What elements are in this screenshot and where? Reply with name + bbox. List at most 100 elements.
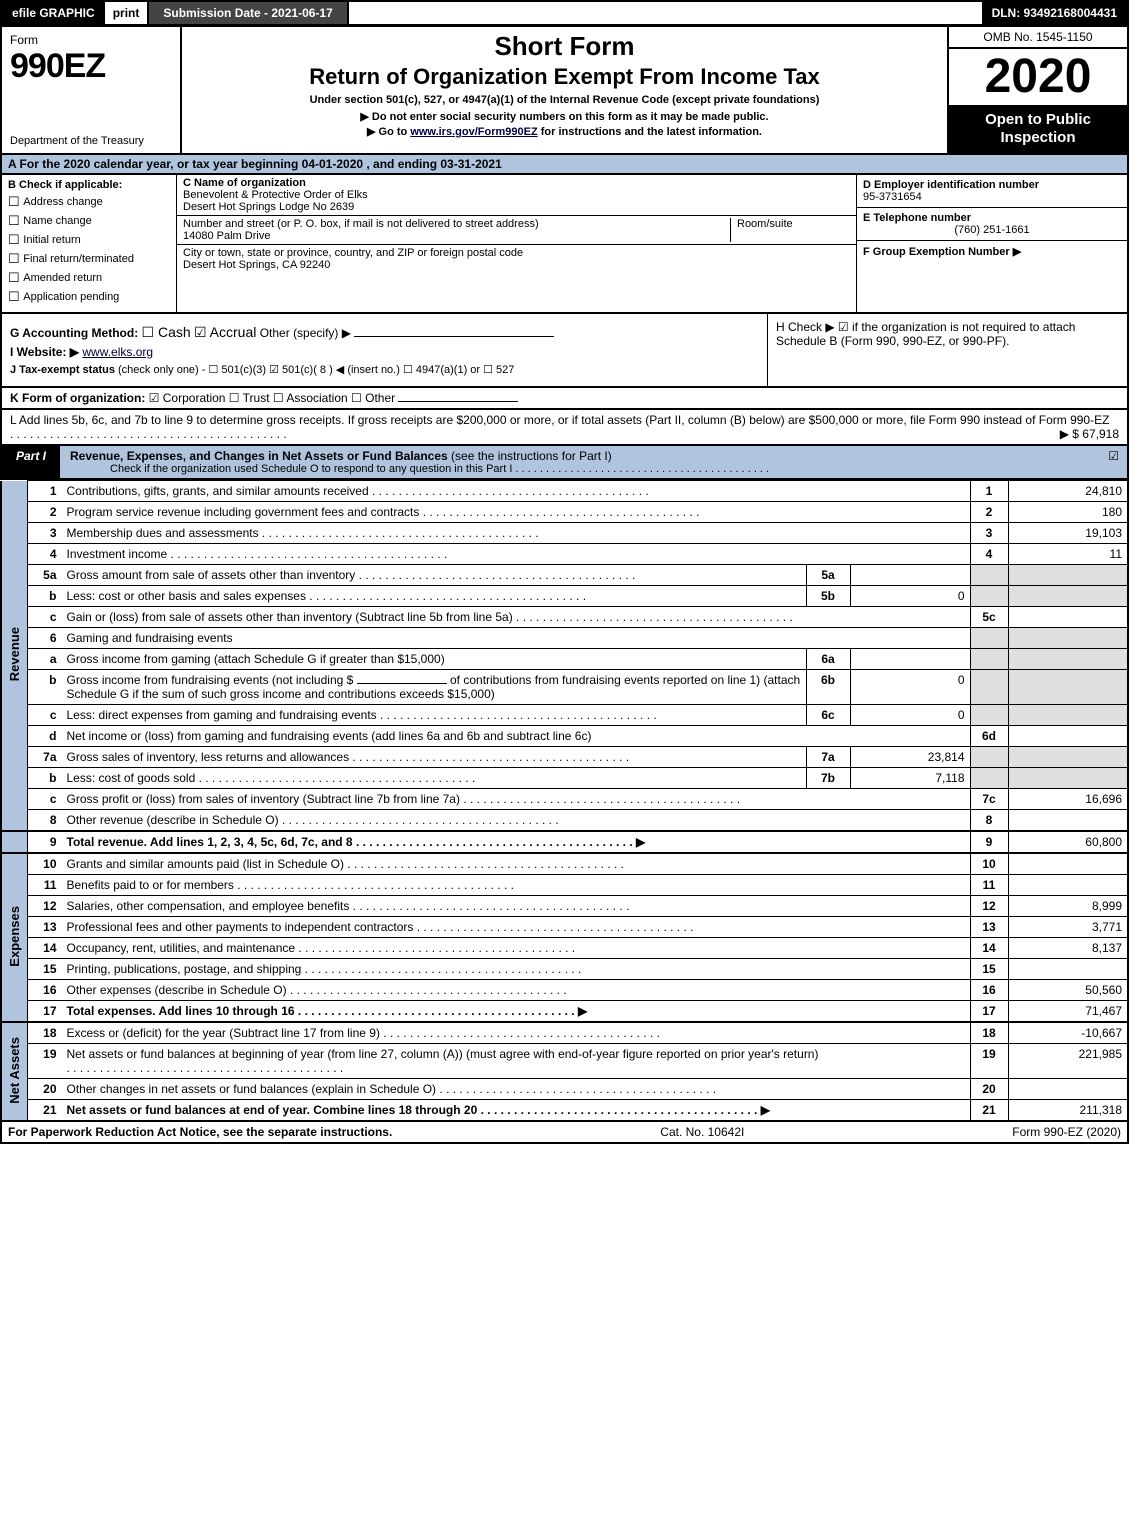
g-cash[interactable]: ☐ Cash [142,324,191,340]
line-19: 19 Net assets or fund balances at beginn… [1,1044,1128,1079]
l-receipts: ▶ $ 67,918 [1060,427,1119,441]
g-other[interactable]: Other (specify) ▶ [260,326,351,340]
l3-val: 19,103 [1008,523,1128,544]
l5b-rn-shade [970,586,1008,607]
chk-initial-return[interactable]: Initial return [8,232,170,248]
l8-dots [279,813,559,827]
l1-num: 1 [28,481,62,502]
l13-val: 3,771 [1008,917,1128,938]
g-other-blank[interactable] [354,336,554,337]
part1-title-text: Revenue, Expenses, and Changes in Net As… [70,449,448,463]
l21-dots [477,1103,757,1117]
line-15: 15 Printing, publications, postage, and … [1,959,1128,980]
l10-desc: Grants and similar amounts paid (list in… [67,857,344,871]
l7c-desc: Gross profit or (loss) from sales of inv… [67,792,460,806]
box-c: C Name of organization Benevolent & Prot… [177,175,857,312]
part1-sub: Check if the organization used Schedule … [70,463,1090,475]
ein-value: 95-3731654 [863,191,922,203]
l6c-val-shade [1008,705,1128,726]
goto-link[interactable]: www.irs.gov/Form990EZ [410,126,537,138]
part1-checkbox[interactable]: ☑ [1100,446,1127,478]
print-button[interactable]: print [105,2,148,24]
l16-desc: Other expenses (describe in Schedule O) [67,983,287,997]
form-header: Form 990EZ Department of the Treasury Sh… [0,27,1129,155]
line-4: 4 Investment income 4 11 [1,544,1128,565]
l19-val: 221,985 [1008,1044,1128,1079]
return-title: Return of Organization Exempt From Incom… [192,64,937,90]
l5c-val [1008,607,1128,628]
l18-val: -10,667 [1008,1022,1128,1044]
open-to-public: Open to Public Inspection [949,105,1127,153]
gh-left: G Accounting Method: ☐ Cash ☑ Accrual Ot… [2,314,767,386]
l13-dots [413,920,693,934]
g-accrual[interactable]: ☑ Accrual [194,324,256,340]
l5c-desc: Gain or (loss) from sale of assets other… [67,610,513,624]
l13-rn: 13 [970,917,1008,938]
box-def: D Employer identification number 95-3731… [857,175,1127,312]
room-suite-label: Room/suite [730,218,850,242]
header-center: Short Form Return of Organization Exempt… [182,27,947,153]
chk-name-change[interactable]: Name change [8,213,170,229]
l1-val: 24,810 [1008,481,1128,502]
l12-num: 12 [28,896,62,917]
l5c-dots [513,610,793,624]
l11-num: 11 [28,875,62,896]
l14-rn: 14 [970,938,1008,959]
city-label: City or town, state or province, country… [183,247,523,259]
j-options[interactable]: ☐ 501(c)(3) ☑ 501(c)( 8 ) ◀ (insert no.)… [209,364,515,376]
h-text[interactable]: H Check ▶ ☑ if the organization is not r… [776,320,1075,348]
l5c-num: c [28,607,62,628]
l6c-rn-shade [970,705,1008,726]
l6b-rn-shade [970,670,1008,705]
l11-rn: 11 [970,875,1008,896]
chk-application-pending[interactable]: Application pending [8,289,170,305]
line-20: 20 Other changes in net assets or fund b… [1,1079,1128,1100]
l17-arrow: ▶ [578,1004,587,1018]
l6b-in: 6b [806,670,850,705]
l20-val [1008,1079,1128,1100]
k-other-blank[interactable] [398,401,518,402]
line-5a: 5a Gross amount from sale of assets othe… [1,565,1128,586]
l-text: L Add lines 5b, 6c, and 7b to line 9 to … [10,413,1109,427]
l5b-num: b [28,586,62,607]
line-h: H Check ▶ ☑ if the organization is not r… [767,314,1127,386]
part1-table: Revenue 1 Contributions, gifts, grants, … [0,480,1129,1122]
chk-address-change[interactable]: Address change [8,194,170,210]
chk-final-return[interactable]: Final return/terminated [8,251,170,267]
l7b-dots [195,771,475,785]
line-6: 6 Gaming and fundraising events [1,628,1128,649]
k-options[interactable]: ☑ Corporation ☐ Trust ☐ Association ☐ Ot… [149,391,395,405]
l17-num: 17 [28,1001,62,1023]
l8-rn: 8 [970,810,1008,832]
l5b-in: 5b [806,586,850,607]
l7b-iv: 7,118 [850,768,970,789]
l6b-blank[interactable] [357,683,447,684]
l7b-in: 7b [806,768,850,789]
l6c-iv: 0 [850,705,970,726]
part1-sub-dots [515,463,769,475]
l5b-val-shade [1008,586,1128,607]
chk-amended-return[interactable]: Amended return [8,270,170,286]
l6c-in: 6c [806,705,850,726]
line-12: 12 Salaries, other compensation, and emp… [1,896,1128,917]
line-7a: 7a Gross sales of inventory, less return… [1,747,1128,768]
l3-desc: Membership dues and assessments [67,526,259,540]
l18-dots [380,1026,660,1040]
l18-rn: 18 [970,1022,1008,1044]
l7a-val-shade [1008,747,1128,768]
l3-rn: 3 [970,523,1008,544]
l15-desc: Printing, publications, postage, and shi… [67,962,302,976]
l13-num: 13 [28,917,62,938]
l1-dots [369,484,649,498]
l7a-iv: 23,814 [850,747,970,768]
line-2: 2 Program service revenue including gove… [1,502,1128,523]
box-c-name-label: C Name of organization [183,177,306,189]
l6c-dots [377,708,657,722]
l10-rn: 10 [970,853,1008,875]
line-6d: d Net income or (loss) from gaming and f… [1,726,1128,747]
l6c-num: c [28,705,62,726]
l6-rn-shade [970,628,1008,649]
l17-rn: 17 [970,1001,1008,1023]
l6-val-shade [1008,628,1128,649]
website-link[interactable]: www.elks.org [82,345,153,359]
